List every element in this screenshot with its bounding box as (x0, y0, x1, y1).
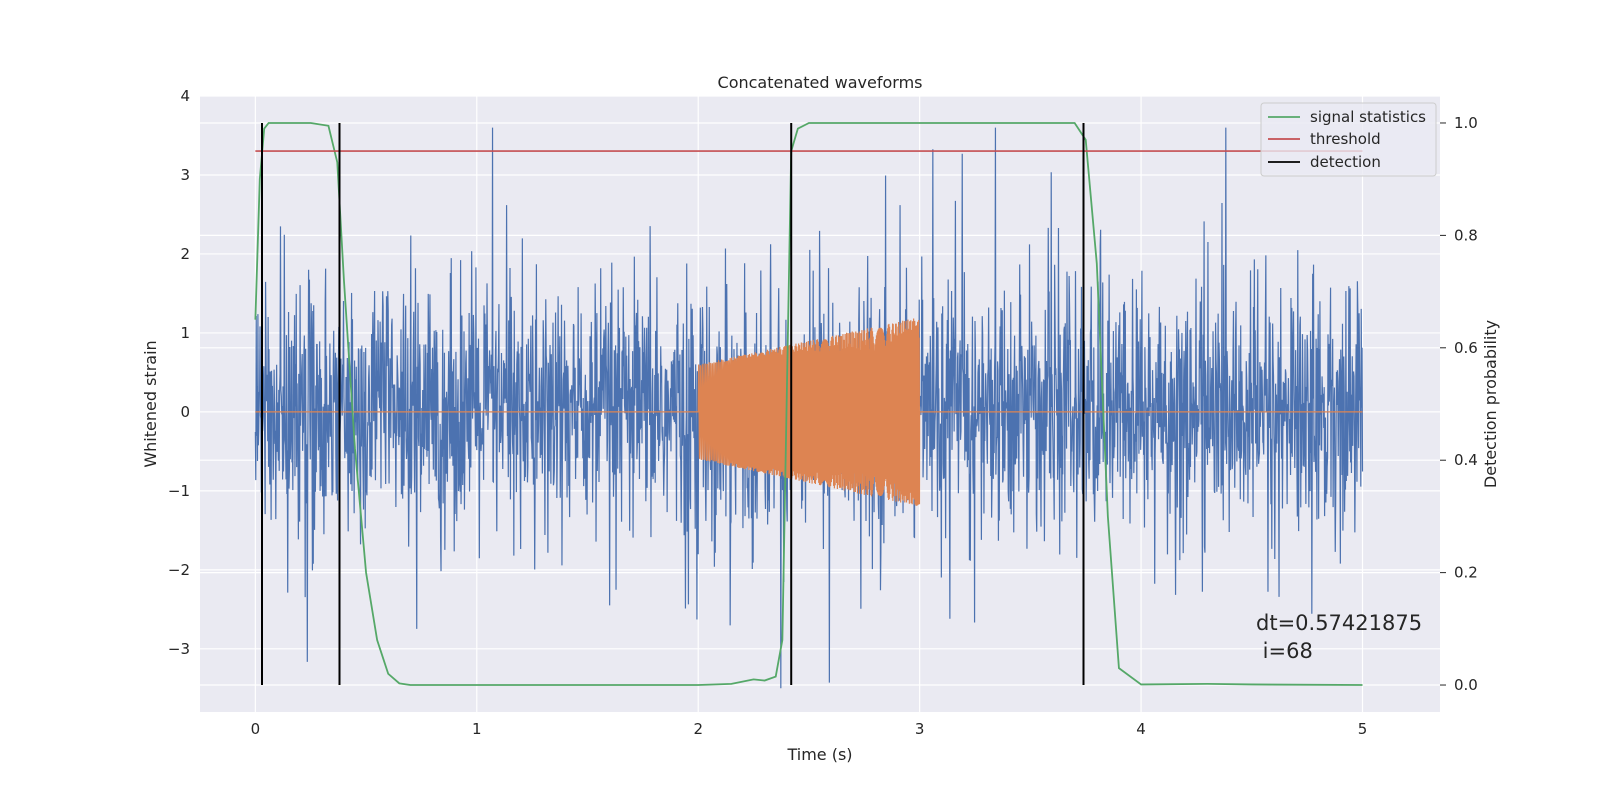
y-tick-label: −3 (168, 640, 190, 658)
y2-tick-label: 0.2 (1454, 564, 1478, 582)
y-tick-label: −2 (168, 561, 190, 579)
waveform-line (255, 318, 1363, 506)
annotation-line: dt=0.57421875 (1256, 611, 1422, 635)
chart-title: Concatenated waveforms (718, 73, 923, 92)
y-tick-label: 0 (180, 403, 190, 421)
signal-statistics-series (254, 122, 1363, 686)
x-tick-label: 0 (251, 720, 261, 738)
signal-statistics-line (254, 122, 1363, 686)
x-tick-label: 5 (1358, 720, 1368, 738)
y2-tick-label: 0.4 (1454, 451, 1478, 469)
ticks: 0 1 2 3 4 5 −3 −2 −1 0 1 2 3 4 0.0 0.2 0.4 0.6 0.8 1.0 (168, 87, 1478, 738)
x-tick-label: 4 (1136, 720, 1146, 738)
detection-series (261, 122, 1085, 686)
x-axis-label: Time (s) (786, 745, 852, 764)
annotation: dt=0.57421875 i=68 (1256, 611, 1422, 663)
legend-label-detection: detection (1310, 153, 1381, 171)
y2-tick-label: 0.0 (1454, 676, 1478, 694)
legend-label-threshold: threshold (1310, 130, 1381, 148)
y-axis-label: Whitened strain (141, 340, 160, 467)
legend-box (1260, 102, 1437, 177)
y-tick-label: 4 (180, 87, 190, 105)
waveform-series (255, 318, 1363, 506)
legend: signal statistics threshold detection (1260, 102, 1437, 177)
y-tick-label: 3 (180, 166, 190, 184)
annotation-line: i=68 (1256, 639, 1313, 663)
x-tick-label: 1 (472, 720, 482, 738)
y2-axis-label: Detection probability (1481, 320, 1500, 488)
y2-tick-label: 1.0 (1454, 114, 1478, 132)
x-tick-label: 2 (693, 720, 703, 738)
y2-tick-label: 0.6 (1454, 339, 1478, 357)
y-tick-label: 1 (180, 324, 190, 342)
y2-tick-label: 0.8 (1454, 226, 1478, 244)
y-tick-label: 2 (180, 245, 190, 263)
x-tick-label: 3 (915, 720, 925, 738)
legend-label-signal-statistics: signal statistics (1310, 108, 1426, 126)
y-tick-label: −1 (168, 482, 190, 500)
